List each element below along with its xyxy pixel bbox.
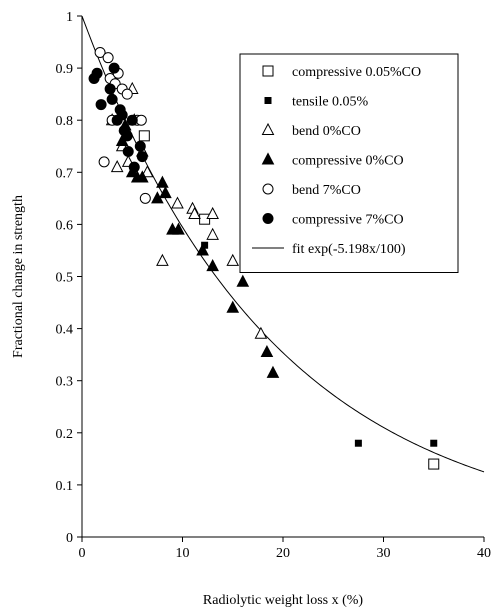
x-tick-label: 30 (377, 546, 391, 561)
y-tick-label: 0.6 (56, 218, 74, 233)
legend-entry-label: compressive 0.05%CO (292, 65, 421, 80)
x-tick-label: 10 (176, 546, 190, 561)
y-tick-label: 0.1 (56, 479, 74, 494)
data-point-filled-triangle (159, 186, 172, 199)
data-point-filled-circle (122, 145, 134, 157)
data-point-filled-circle (91, 67, 103, 79)
legend-box (239, 53, 459, 273)
data-point-filled-circle (136, 151, 148, 163)
data-point-open-circle (135, 114, 147, 126)
x-axis-label: Radiolytic weight loss x (%) (203, 593, 364, 608)
data-point-open-circle (94, 46, 106, 58)
y-tick-label: 0.3 (56, 375, 74, 390)
y-tick-label: 0.7 (56, 166, 74, 181)
data-point-open-triangle (156, 253, 169, 266)
y-tick-label: 0.4 (56, 323, 74, 338)
data-point-filled-triangle (266, 365, 280, 378)
data-point-open-triangle (254, 326, 268, 339)
legend-swatch-open-triangle (261, 122, 275, 135)
data-point-filled-circle (126, 114, 138, 126)
data-point-open-triangle (110, 160, 124, 173)
x-tick-label: 40 (477, 546, 491, 561)
data-point-open-triangle (206, 206, 219, 219)
data-point-filled-square-small (430, 439, 438, 447)
data-point-open-circle (98, 156, 110, 168)
data-point-filled-triangle (196, 243, 209, 256)
legend-entry-label: fit exp(-5.198x/100) (292, 242, 406, 257)
y-tick-label: 0.9 (56, 62, 74, 77)
legend: compressive 0.05%CO tensile 0.05% bend 0%C… (239, 53, 459, 273)
data-point-filled-circle (104, 83, 116, 95)
data-point-open-triangle (171, 196, 184, 209)
data-point-open-triangle (140, 165, 154, 178)
data-point-filled-triangle (172, 222, 185, 235)
data-point-open-triangle (226, 253, 240, 266)
data-points (88, 46, 440, 470)
data-point-open-triangle (188, 206, 201, 219)
data-point-filled-square-small (354, 439, 362, 447)
data-point-open-circle (102, 52, 114, 64)
y-tick-label: 1 (66, 10, 73, 25)
y-tick-label: 0.5 (56, 271, 74, 286)
data-point-filled-triangle (260, 344, 274, 358)
data-point-filled-square-small (201, 241, 209, 249)
legend-swatch-filled-triangle (261, 152, 275, 165)
data-point-open-square (138, 130, 150, 142)
legend-entry-label: compressive 0%CO (292, 154, 404, 169)
data-point-open-circle (139, 192, 151, 204)
data-point-open-circle (121, 88, 133, 100)
legend-swatch-filled-square-small (264, 97, 272, 104)
data-point-filled-triangle (226, 300, 240, 313)
data-point-filled-triangle (236, 274, 250, 287)
y-axis-label: Fractional change in strength (11, 195, 26, 358)
legend-swatch-filled-circle (262, 213, 274, 224)
x-tick-label: 20 (276, 546, 290, 561)
legend-swatch-open-square (262, 65, 274, 77)
data-point-filled-circle (134, 140, 146, 152)
y-tick-label: 0 (66, 531, 73, 546)
legend-entry-label: compressive 7%CO (292, 213, 404, 228)
data-point-filled-circle (106, 93, 118, 105)
data-point-filled-triangle (135, 170, 149, 183)
y-tick-label: 0.2 (56, 427, 74, 442)
data-point-filled-circle (121, 130, 133, 142)
data-point-filled-circle (116, 109, 128, 121)
data-point-filled-triangle (206, 259, 219, 272)
legend-swatch-open-circle (262, 183, 274, 195)
data-point-open-square (199, 213, 211, 225)
y-tick-label: 0.8 (56, 114, 74, 129)
data-point-open-triangle (206, 227, 219, 240)
legend-entry-label: bend 0%CO (292, 124, 361, 139)
data-point-filled-circle (95, 99, 107, 111)
data-point-filled-circle (128, 161, 140, 173)
axes: 0 10 20 30 40 0 0.1 0.2 0.3 0.4 0.5 0.6 0.7 0.8 0.9 1 (56, 10, 492, 561)
legend-entry-label: bend 7%CO (292, 183, 361, 198)
x-tick-label: 0 (79, 546, 86, 561)
data-point-open-square (428, 458, 440, 470)
data-point-filled-circle (108, 62, 120, 74)
legend-entry-label: tensile 0.05% (292, 95, 369, 110)
data-point-filled-triangle (156, 175, 169, 188)
